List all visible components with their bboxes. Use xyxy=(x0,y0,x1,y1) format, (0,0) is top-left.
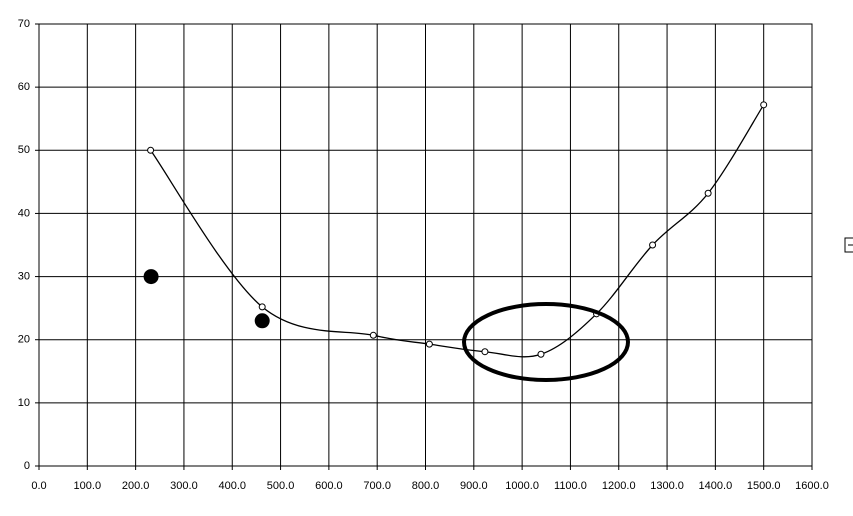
x-tick-label: 800.0 xyxy=(412,480,440,492)
plot xyxy=(143,101,768,358)
point xyxy=(425,340,433,348)
y-tick-label: 30 xyxy=(18,270,30,282)
y-tick-label: 60 xyxy=(18,81,30,93)
x-tick-label: 1600.0 xyxy=(795,480,829,492)
x-tick-label: 900.0 xyxy=(460,480,488,492)
point xyxy=(760,101,768,109)
y-tick-label: 10 xyxy=(18,397,30,409)
x-tick-label: 700.0 xyxy=(363,480,391,492)
point xyxy=(481,348,489,356)
point xyxy=(254,313,270,329)
x-tick-label: 300.0 xyxy=(170,480,198,492)
x-tick-label: 1200.0 xyxy=(602,480,636,492)
x-tick-label: 500.0 xyxy=(267,480,295,492)
point xyxy=(649,241,657,249)
point xyxy=(258,303,266,311)
point xyxy=(704,189,712,197)
x-tick-label: 1000.0 xyxy=(505,480,539,492)
grid: 0.0 100.0 200.0 300.0 400.0 500.0 600.0 700.0 80… xyxy=(18,18,829,492)
x-tick-label: 1400.0 xyxy=(699,480,733,492)
x-tick-label: 200.0 xyxy=(122,480,150,492)
x-tick-label: 0.0 xyxy=(31,480,46,492)
point xyxy=(537,350,545,358)
plot-border xyxy=(38,23,813,467)
x-tick-label: 1100.0 xyxy=(554,480,587,492)
point xyxy=(369,331,377,339)
x-tick-label: 600.0 xyxy=(315,480,343,492)
x-tick-label: 1500.0 xyxy=(747,480,781,492)
series-line xyxy=(150,104,765,358)
y-tick-label: 50 xyxy=(18,144,30,156)
x-tick-label: 100.0 xyxy=(74,480,102,492)
y-tick-label: 0 xyxy=(24,460,30,472)
highlight-ellipse xyxy=(462,302,630,382)
x-tick-label: 1300.0 xyxy=(650,480,684,492)
point xyxy=(143,269,159,285)
y-tick-label: 20 xyxy=(18,334,30,346)
x-tick-label: 400.0 xyxy=(218,480,246,492)
y-tick-label: 70 xyxy=(18,18,30,30)
point xyxy=(147,146,155,154)
y-tick-label: 40 xyxy=(18,207,30,219)
